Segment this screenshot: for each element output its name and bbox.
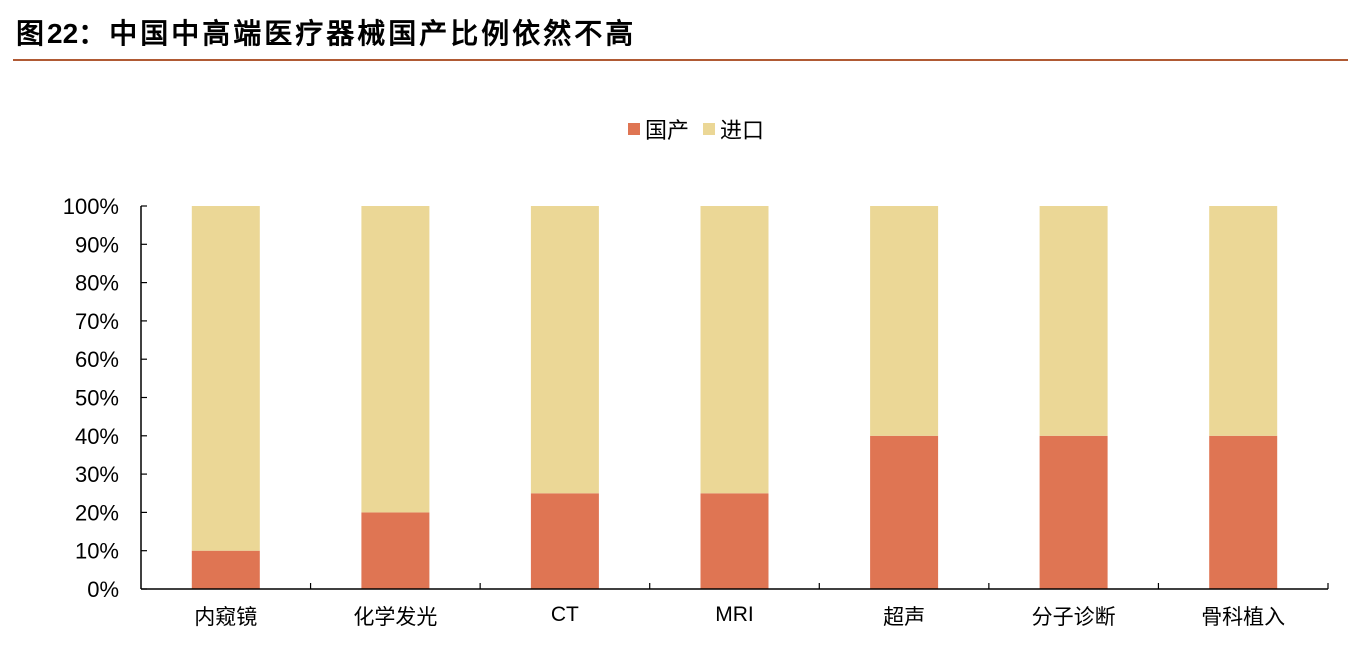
y-tick-label: 90% <box>75 232 119 257</box>
y-tick-label: 50% <box>75 386 119 411</box>
bar-segment-imported <box>530 206 599 494</box>
bar-segment-domestic <box>191 550 260 589</box>
x-tick-label: MRI <box>715 603 754 626</box>
y-axis-labels: 0% 10% 20% 30% 40% 50% 60% 70% 80% 90% 100% <box>63 194 119 602</box>
y-tick-label: 0% <box>87 577 119 602</box>
y-tick-label: 70% <box>75 309 119 334</box>
x-axis-labels: 内窥镜 化学发光 CT MRI 超声 分子诊断 骨科植入 <box>194 603 1285 629</box>
y-tick-label: 80% <box>75 271 119 296</box>
bar-segment-domestic <box>530 493 599 590</box>
bar-segment-imported <box>1209 206 1278 436</box>
chart-legend: 国产 进口 <box>628 113 778 145</box>
bar-group <box>191 206 1278 590</box>
x-tick-label: 超声 <box>883 605 925 629</box>
bar-segment-imported <box>361 206 430 513</box>
bar-segment-imported <box>700 206 769 494</box>
x-tick-label: CT <box>551 603 579 626</box>
legend-swatch-imported-icon <box>703 123 716 135</box>
y-tick-label: 40% <box>75 424 119 449</box>
y-tick-label: 30% <box>75 462 119 487</box>
y-tick-label: 60% <box>75 347 119 372</box>
bar-segment-domestic <box>361 512 430 589</box>
y-tick-label: 100% <box>63 194 119 219</box>
legend-item-imported: 进口 <box>703 113 764 145</box>
legend-label-domestic: 国产 <box>645 119 690 144</box>
x-tick-label: 内窥镜 <box>194 605 257 629</box>
x-tick-label: 骨科植入 <box>1201 605 1285 629</box>
y-tick-label: 10% <box>75 539 119 564</box>
legend-item-domestic: 国产 <box>628 113 689 145</box>
bar-segment-domestic <box>1209 435 1278 589</box>
bar-segment-domestic <box>870 435 939 589</box>
chart-axes <box>140 205 1329 590</box>
figure-title-text: 中国中高端医疗器械国产比例依然不高 <box>109 17 637 50</box>
bar-segment-imported <box>191 206 260 551</box>
y-tick-label: 20% <box>75 500 119 525</box>
figure-title: 图22：中国中高端医疗器械国产比例依然不高 <box>16 12 636 52</box>
bar-segment-imported <box>1039 206 1108 436</box>
x-tick-label: 分子诊断 <box>1032 605 1116 629</box>
figure-separator: ： <box>78 17 110 50</box>
bar-segment-domestic <box>700 493 769 590</box>
title-divider <box>13 59 1348 61</box>
figure-number: 22 <box>47 18 79 49</box>
legend-swatch-domestic-icon <box>628 123 640 135</box>
figure-prefix: 图 <box>16 17 48 50</box>
bar-segment-imported <box>870 206 939 436</box>
x-tick-label: 化学发光 <box>353 605 437 629</box>
legend-label-imported: 进口 <box>720 119 765 144</box>
bar-segment-domestic <box>1039 435 1108 589</box>
